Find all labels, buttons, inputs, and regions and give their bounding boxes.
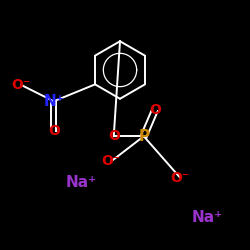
Text: P: P xyxy=(138,129,149,144)
Text: O: O xyxy=(108,129,120,143)
Text: O: O xyxy=(48,124,60,138)
Text: Na⁺: Na⁺ xyxy=(192,210,223,225)
Text: O⁻: O⁻ xyxy=(102,154,121,168)
Text: O: O xyxy=(149,103,161,117)
Text: O⁻: O⁻ xyxy=(12,78,31,92)
Text: Na⁺: Na⁺ xyxy=(66,175,97,190)
Text: N⁺: N⁺ xyxy=(44,94,64,109)
Text: O⁻: O⁻ xyxy=(170,170,190,184)
